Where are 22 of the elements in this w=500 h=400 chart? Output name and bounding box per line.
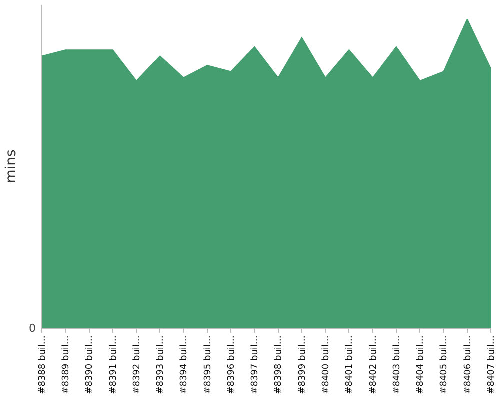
- text: 0: [29, 322, 36, 335]
- x-tick-label: #8394 buil…: [180, 336, 190, 394]
- x-tick-label: #8398 buil…: [274, 336, 284, 394]
- x-tick-label: #8403 buil…: [392, 336, 402, 394]
- x-tick-label: #8389 buil…: [62, 336, 72, 394]
- x-tick-label: #8393 buil…: [156, 336, 166, 394]
- x-tick-label: #8397 buil…: [250, 336, 261, 394]
- x-tick-label: #8395 buil…: [203, 336, 214, 394]
- x-tick-label: #8388 buil…: [38, 336, 48, 394]
- y-axis-title: mins: [4, 150, 20, 184]
- x-tick-label: #8401 buil…: [345, 336, 356, 394]
- x-tick-label: #8405 buil…: [440, 336, 450, 394]
- x-tick-label: #8404 buil…: [416, 336, 426, 394]
- x-tick-label: #8402 buil…: [368, 336, 379, 394]
- x-tick-label: #8391 buil…: [108, 336, 119, 394]
- x-tick-label: #8399 buil…: [298, 336, 308, 394]
- x-tick-label: #8390 buil…: [85, 336, 96, 394]
- x-tick-label: #8406 buil…: [463, 336, 474, 394]
- x-tick-label: #8407 buil…: [486, 336, 497, 394]
- x-tick-label: #8396 buil…: [226, 336, 237, 394]
- x-tick-label: #8392 buil…: [132, 336, 142, 394]
- x-tick-label: #8400 buil…: [322, 336, 332, 394]
